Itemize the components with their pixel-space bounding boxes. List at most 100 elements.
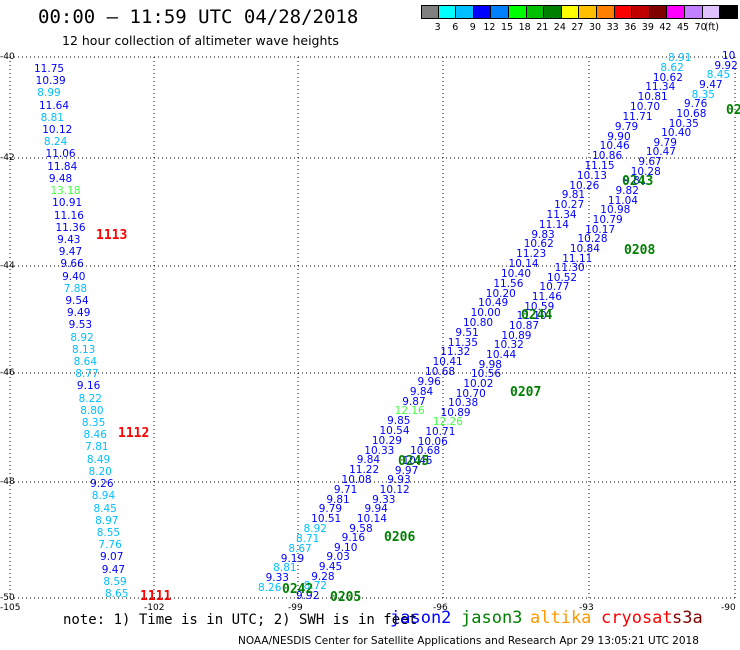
legend-label: 15	[501, 22, 514, 33]
legend-label: 42	[659, 22, 672, 33]
track-value: 9.97	[394, 464, 419, 477]
track-value: 10.39	[35, 75, 66, 88]
track-value: 9.79	[653, 136, 677, 149]
track-value: 11.14	[538, 218, 569, 231]
track-value: 11.23	[516, 248, 547, 261]
longitude-label: -102	[144, 603, 165, 613]
track-value: 11.22	[349, 464, 380, 477]
pass-label: 0242	[282, 582, 314, 597]
track-value: 10.49	[478, 297, 509, 310]
track-value: 8.91	[668, 52, 692, 64]
track-value: 10.46	[599, 140, 630, 153]
track-value: 9.48	[48, 172, 73, 185]
track-value: 10.80	[463, 317, 494, 329]
track-value: 9.10	[334, 541, 358, 554]
track-value: 10.35	[668, 117, 699, 130]
legend-swatch	[526, 5, 545, 19]
longitude-label: -90	[721, 603, 736, 613]
satellite-name: cryosat	[601, 608, 673, 628]
track-value: 8.55	[96, 526, 121, 539]
track-value: 7.88	[63, 282, 88, 295]
track-value: 10.68	[676, 107, 707, 120]
track-value: 8.81	[40, 111, 64, 124]
track-value: 9.16	[341, 532, 366, 545]
legend-swatch	[684, 5, 703, 19]
latitude-label: -48	[0, 477, 15, 487]
track-value: 11.34	[546, 209, 577, 222]
track-value: 10.06	[417, 435, 448, 448]
track-value: 8.45	[93, 502, 117, 515]
track-value: 10.02	[463, 377, 494, 390]
legend-label: 12	[483, 22, 496, 33]
track-value: 9.19	[280, 552, 305, 565]
track-value: 11.46	[531, 291, 562, 304]
track-value: 8.62	[660, 61, 684, 74]
track-value: 10.28	[630, 165, 661, 178]
track-value: 10.47	[645, 146, 676, 159]
legend-label: 18	[518, 22, 531, 33]
track-value: 11.11	[562, 252, 593, 265]
pass-label: 1111	[140, 589, 172, 604]
track-value: 7.76	[98, 539, 122, 552]
legend-label: 36	[624, 22, 637, 33]
track-value: 8.35	[81, 417, 106, 430]
pass-label: 0244	[521, 308, 553, 323]
legend-label: 3	[434, 22, 441, 33]
track-value: 9.47	[699, 78, 723, 91]
track-value: 8.71	[295, 532, 320, 545]
legend-swatch	[421, 5, 439, 19]
legend-swatch	[649, 5, 668, 19]
legend-label: 6	[452, 22, 459, 33]
track-value: 10.59	[524, 300, 555, 313]
track-value: 9.98	[478, 358, 502, 371]
track-value: 11.04	[607, 194, 638, 207]
legend-swatch	[702, 5, 721, 19]
page-subtitle: 12 hour collection of altimeter wave hei…	[62, 33, 339, 48]
latitude-label: -44	[0, 261, 15, 271]
pass-label: 0245	[398, 454, 430, 469]
track-value: 8.46	[83, 429, 107, 442]
legend-label: (ft)	[704, 22, 719, 33]
track-value: 10.56	[470, 368, 502, 381]
track-value: 11.30	[554, 262, 585, 275]
track-value: 8.92	[70, 331, 94, 344]
track-value: 11.15	[584, 159, 615, 172]
track-value: 10.86	[592, 150, 623, 163]
track-value: 11.32	[440, 346, 471, 359]
track-value: 8.72	[303, 580, 327, 593]
track-value: 10.70	[455, 387, 486, 400]
latitude-label: -50	[0, 593, 15, 603]
track-value: 8.24	[43, 136, 68, 149]
legend-label: 21	[536, 22, 549, 33]
footnote: note: 1) Time is in UTC; 2) SWH is in fe…	[63, 612, 418, 628]
track-value: 9.66	[60, 258, 84, 271]
track-value: 8.92	[303, 523, 327, 536]
track-value: 10.70	[630, 101, 661, 114]
track-value: 10.14	[508, 258, 539, 271]
track-value: 8.99	[37, 87, 61, 100]
track-value: 10.71	[425, 426, 456, 439]
track-value: 10.84	[569, 242, 600, 255]
track-value: 10.77	[539, 281, 570, 294]
track-value: 9.67	[638, 156, 662, 169]
legend-swatch	[544, 5, 562, 19]
pass-label: 02	[726, 103, 740, 118]
legend-label: 9	[469, 22, 476, 33]
track-value: 9.07	[100, 551, 124, 564]
track-value: 9.58	[349, 522, 373, 535]
track-value: 8.97	[95, 514, 119, 527]
track-value: 10.68	[410, 445, 441, 458]
track-value: 8.80	[80, 404, 104, 417]
track-value: 9.81	[623, 175, 647, 188]
latitude-label: -46	[0, 368, 15, 378]
track-value: 8.20	[88, 465, 112, 478]
track-value: 8.59	[103, 575, 127, 588]
satellite-name: jason3	[461, 608, 523, 628]
longitude-label: -105	[0, 603, 21, 613]
track-value: 10.44	[486, 348, 517, 361]
satellite-name: jason2	[390, 608, 452, 628]
track-value: 10.28	[577, 233, 608, 246]
legend-swatch	[614, 5, 633, 19]
track-value: 8.64	[73, 356, 98, 369]
